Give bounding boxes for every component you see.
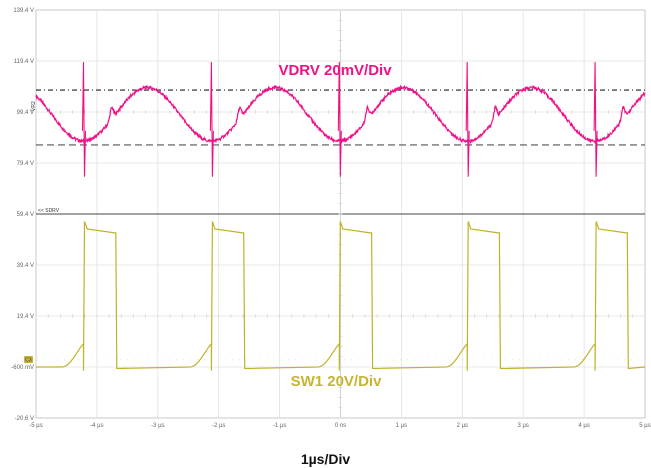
sw1-series-label: SW1 20V/Div [291,373,383,390]
x-axis-label: 1µs/Div [300,451,351,467]
vr2-marker-label: VR2 [31,101,37,111]
y-tick-label: 79.4 V [17,161,34,167]
x-tick-label: 4 µs [578,423,589,429]
x-tick-label: -5 µs [29,423,42,429]
x-tick-label: 1 µs [396,423,407,429]
x-tick-label: 2 µs [457,423,468,429]
y-tick-label: 19.4 V [17,314,34,320]
channel-marker-label: << SDRV [38,208,60,214]
y-tick-label: 119.4 V [14,59,34,65]
y-tick-label: -20.6 V [15,416,34,422]
ground-marker [24,356,33,363]
vdrv-spike [209,61,214,177]
ground-marker-label: C3 [25,358,32,364]
vdrv-spike [337,61,342,177]
y-tick-label: 39.4 V [17,263,34,269]
y-tick-labels: 139.4 V 119.4 V 99.4 V 79.4 V 59.4 V 39.4 V 19… [11,8,34,422]
x-tick-label: 0 ns [335,423,346,429]
reference-lines [36,89,645,146]
vdrv-spike [465,61,470,177]
x-tick-label: 3 µs [517,423,528,429]
channel-markers: << SDRV VR2 C3 [24,101,60,364]
x-tick-label: -3 µs [151,423,164,429]
y-tick-label: -600 mV [11,365,34,371]
vdrv-series-label: VDRV 20mV/Div [278,62,392,79]
y-tick-label: 99.4 V [17,110,34,116]
x-tick-label: -4 µs [90,423,103,429]
x-tick-labels: -5 µs -4 µs -3 µs -2 µs -1 µs 0 ns 1 µs 2 µs 3 µ… [29,423,650,429]
y-tick-label: 139.4 V [13,8,34,14]
vdrv-spike [81,61,87,177]
traces [35,61,646,371]
x-tick-label: 5 µs [639,423,650,429]
vdrv-spike [593,61,598,177]
y-tick-label: 59.4 V [17,212,34,218]
x-tick-label: -1 µs [273,423,286,429]
x-tick-label: -2 µs [212,423,225,429]
sw1-trace [36,221,646,371]
oscilloscope-plot: 139.4 V 119.4 V 99.4 V 79.4 V 59.4 V 39.4 V 19… [11,8,650,429]
